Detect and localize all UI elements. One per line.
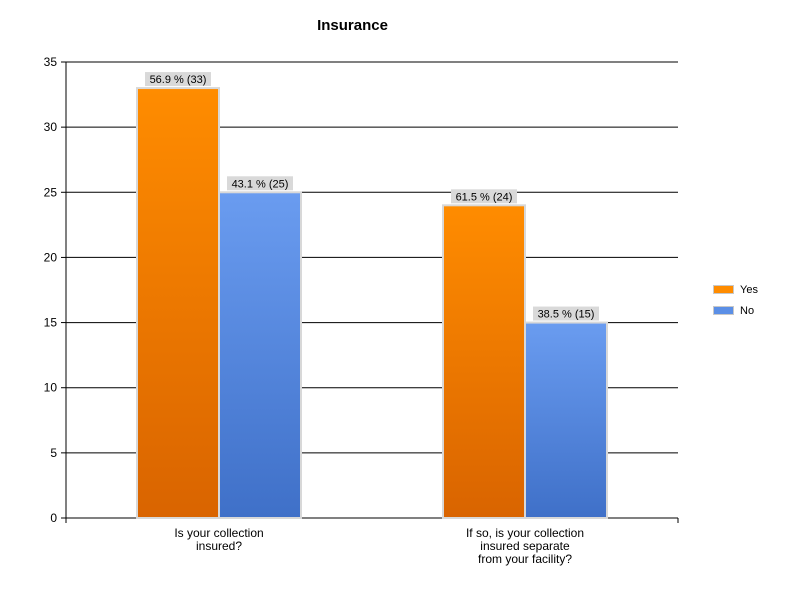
x-category-label: insured? [196, 539, 242, 553]
x-category-label: If so, is your collection [466, 526, 584, 540]
data-label-bg [533, 306, 599, 321]
data-label-bg [227, 176, 293, 191]
chart-title: Insurance [317, 17, 388, 34]
y-tick-label: 35 [44, 55, 58, 69]
legend-item-yes: Yes [713, 279, 758, 300]
data-label: 56.9 % (33) [150, 74, 207, 86]
data-label: 43.1 % (25) [232, 178, 289, 190]
bar-no-0 [218, 191, 302, 520]
data-label-bg [451, 189, 517, 204]
x-category-label: Is your collection [174, 526, 263, 540]
y-tick-label: 0 [50, 511, 57, 525]
legend-swatch [713, 306, 734, 315]
legend-swatch [713, 285, 734, 294]
bar-yes-1 [442, 204, 526, 519]
y-tick-label: 5 [50, 446, 57, 460]
legend-label: No [740, 304, 755, 317]
x-category-label: from your facility? [478, 552, 572, 566]
data-label: 38.5 % (15) [538, 309, 595, 321]
y-tick-label: 25 [44, 185, 58, 199]
y-tick-label: 20 [44, 250, 58, 264]
bar-no-1 [524, 321, 608, 520]
legend-item-no: No [713, 300, 758, 321]
bar-yes-0 [136, 87, 220, 520]
legend-label: Yes [740, 283, 758, 296]
data-label: 61.5 % (24) [456, 191, 513, 203]
y-tick-label: 30 [44, 120, 58, 134]
y-tick-label: 10 [44, 381, 58, 395]
data-label-bg [145, 72, 211, 87]
x-category-label: insured separate [480, 539, 570, 553]
legend: Yes No [713, 279, 758, 321]
y-tick-label: 15 [44, 316, 58, 330]
